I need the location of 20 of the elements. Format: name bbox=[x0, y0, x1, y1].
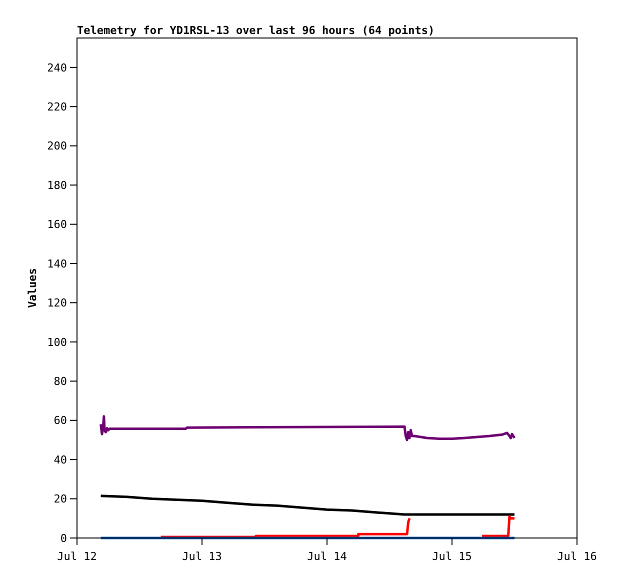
y-tick-label: 220 bbox=[47, 100, 67, 114]
y-tick-label: 100 bbox=[47, 336, 67, 349]
y-tick-label: 40 bbox=[54, 453, 67, 466]
y-tick-label: 140 bbox=[47, 257, 67, 270]
chart-title: Telemetry for YD1RSL-13 over last 96 hours (64 points) bbox=[77, 24, 435, 37]
y-tick-label: 60 bbox=[54, 414, 67, 428]
y-tick-label: 240 bbox=[47, 61, 67, 74]
y-tick-label: 160 bbox=[47, 218, 67, 232]
y-tick-label: 120 bbox=[47, 296, 67, 310]
x-tick-label: Jul 13 bbox=[182, 550, 222, 563]
y-tick-label: 0 bbox=[60, 532, 67, 545]
y-tick-label: 80 bbox=[54, 374, 67, 388]
y-tick-label: 200 bbox=[47, 140, 67, 153]
x-tick-label: Jul 12 bbox=[57, 550, 97, 563]
x-tick-label: Jul 16 bbox=[557, 550, 597, 563]
y-tick-label: 180 bbox=[47, 178, 67, 192]
y-tick-label: 20 bbox=[54, 492, 67, 506]
x-tick-label: Jul 15 bbox=[432, 550, 472, 563]
x-tick-label: Jul 14 bbox=[307, 550, 348, 563]
y-axis-title: Values bbox=[26, 268, 39, 308]
